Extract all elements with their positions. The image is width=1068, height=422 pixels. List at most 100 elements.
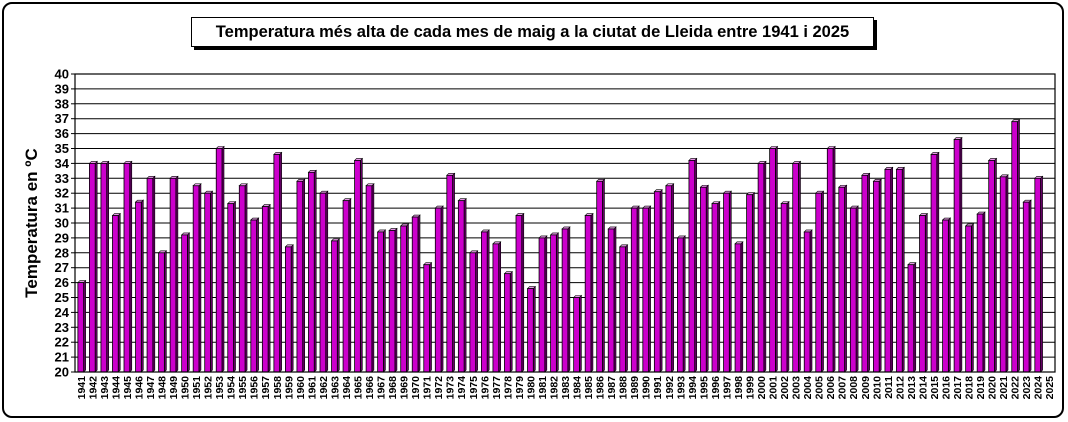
x-tick-label: 1998 <box>733 376 745 400</box>
bar <box>192 185 200 373</box>
y-tick-label: 23 <box>55 320 69 335</box>
y-tick-label: 32 <box>55 186 69 201</box>
x-tick-label: 2012 <box>894 376 906 400</box>
bar <box>976 213 984 373</box>
bar <box>527 288 534 373</box>
bar <box>365 185 373 373</box>
x-tick-label: 1977 <box>491 376 503 400</box>
bar <box>331 240 338 373</box>
bar <box>515 215 523 373</box>
bar <box>538 237 546 373</box>
x-tick-label: 1988 <box>618 376 630 400</box>
x-tick-label: 1980 <box>525 376 537 400</box>
y-tick-label: 33 <box>55 171 69 186</box>
x-tick-label: 2009 <box>860 376 872 400</box>
y-tick-label: 27 <box>55 260 69 275</box>
bar <box>1022 201 1030 373</box>
x-tick-label: 1951 <box>191 376 203 400</box>
x-tick-label: 1959 <box>283 376 295 400</box>
bar <box>942 219 949 373</box>
bar <box>965 225 972 373</box>
bar <box>400 225 407 373</box>
x-tick-label: 1952 <box>203 376 215 400</box>
x-tick-label: 1944 <box>110 376 122 400</box>
bar <box>688 160 696 373</box>
bar <box>573 297 580 373</box>
x-tick-label: 2008 <box>848 376 860 400</box>
y-tick-label: 25 <box>55 290 69 305</box>
x-tick-label: 2005 <box>814 376 826 400</box>
bar <box>757 162 765 373</box>
y-tick-label: 36 <box>55 126 69 141</box>
x-tick-label: 2020 <box>987 376 999 400</box>
x-tick-label: 1981 <box>537 376 549 400</box>
x-tick-label: 1943 <box>99 376 111 400</box>
x-tick-label: 1968 <box>387 376 399 400</box>
bar <box>434 207 442 373</box>
bar <box>826 148 834 373</box>
x-tick-label: 1995 <box>698 376 710 400</box>
bar <box>204 192 211 373</box>
bar <box>181 234 188 373</box>
bar <box>550 234 557 373</box>
bar <box>1011 121 1018 373</box>
bar <box>285 246 292 373</box>
x-tick-label: 2004 <box>802 376 814 400</box>
y-tick-label: 26 <box>55 275 69 290</box>
bar <box>930 154 938 373</box>
bar <box>169 177 177 373</box>
x-tick-label: 1976 <box>479 376 491 400</box>
bar <box>700 186 707 373</box>
bar <box>112 215 119 373</box>
bar <box>653 191 661 373</box>
bar <box>227 203 234 373</box>
bar <box>999 176 1007 373</box>
y-tick-label: 29 <box>55 230 69 245</box>
bar <box>665 185 673 373</box>
x-tick-label: 2007 <box>837 376 849 400</box>
x-tick-label: 1956 <box>249 376 261 400</box>
x-tick-label: 2013 <box>906 376 918 400</box>
x-tick-label: 1947 <box>145 376 157 400</box>
x-tick-label: 2019 <box>975 376 987 400</box>
x-tick-label: 1970 <box>410 376 422 400</box>
y-axis-label: Temperatura en ºC <box>22 148 41 298</box>
x-tick-label: 1964 <box>341 376 353 400</box>
bar <box>215 148 223 373</box>
x-tick-label: 1999 <box>744 376 756 400</box>
x-tick-label: 2016 <box>940 376 952 400</box>
x-tick-label: 1991 <box>652 376 664 400</box>
x-tick-label: 1941 <box>76 376 88 400</box>
bar <box>504 273 511 373</box>
x-tick-label: 2000 <box>756 376 768 400</box>
x-tick-label: 1978 <box>502 376 514 400</box>
x-tick-label: 1958 <box>272 376 284 400</box>
x-tick-label: 1942 <box>87 376 99 400</box>
bar <box>308 171 315 373</box>
x-tick-label: 1974 <box>456 376 468 400</box>
bar <box>457 200 465 373</box>
bar <box>123 162 131 373</box>
x-tick-label: 1984 <box>572 376 584 400</box>
x-tick-label: 1979 <box>514 376 526 400</box>
x-tick-label: 1993 <box>675 376 687 400</box>
x-tick-label: 2024 <box>1033 376 1045 400</box>
x-tick-label: 1953 <box>214 376 226 400</box>
x-tick-label: 1987 <box>606 376 618 400</box>
x-tick-label: 1971 <box>422 376 434 400</box>
x-tick-label: 2015 <box>929 376 941 400</box>
x-tick-label: 1961 <box>306 376 318 400</box>
x-tick-label: 1965 <box>352 376 364 400</box>
bar <box>873 180 880 373</box>
bar <box>561 228 569 373</box>
bar <box>296 180 304 373</box>
x-tick-label: 1960 <box>295 376 307 400</box>
x-tick-label: 2011 <box>883 376 895 399</box>
bar <box>711 203 719 373</box>
x-tick-label: 1957 <box>260 376 272 400</box>
bar <box>861 174 869 373</box>
x-tick-label: 2017 <box>952 376 964 400</box>
x-tick-label: 2025 <box>1044 376 1056 400</box>
y-tick-label: 40 <box>55 67 69 82</box>
